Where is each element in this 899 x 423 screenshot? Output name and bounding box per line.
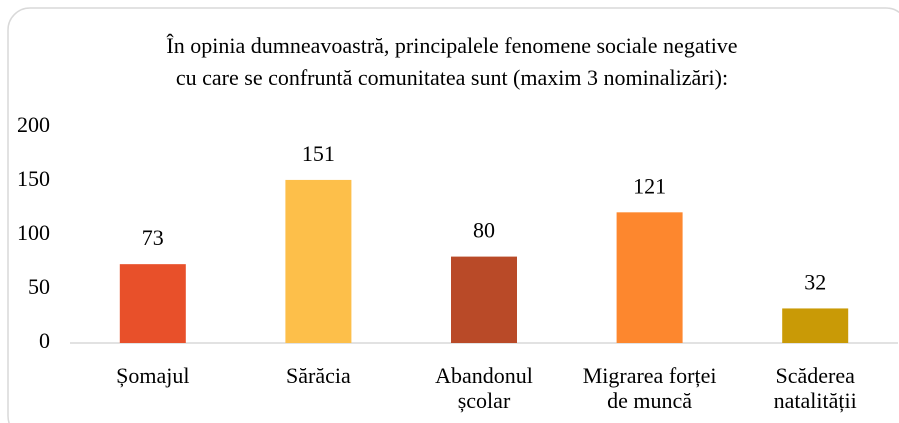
x-tick-label: Sărăcia — [286, 363, 351, 388]
x-tick-label: Abandonul școlar — [435, 363, 533, 413]
chart-title: cu care se confruntă comunitatea sunt (m… — [176, 65, 728, 90]
y-tick-label: 200 — [17, 112, 50, 137]
value-label: 121 — [633, 173, 666, 198]
bar — [616, 212, 683, 343]
bar — [119, 264, 186, 343]
x-tick-label: Migrarea forței de muncă — [582, 363, 717, 413]
x-tick-label: Scăderea natalității — [773, 363, 857, 413]
value-label: 73 — [142, 225, 164, 250]
bar — [451, 256, 517, 343]
y-tick-label: 150 — [17, 166, 50, 191]
value-label: 80 — [473, 218, 495, 243]
y-tick-label: 50 — [28, 274, 50, 299]
chart-title: În opinia dumneavoastră, principalele fe… — [166, 33, 737, 58]
value-label: 151 — [302, 141, 335, 166]
y-tick-label: 0 — [39, 328, 50, 353]
x-tick-label: Șomajul — [116, 363, 190, 388]
value-label: 32 — [804, 269, 826, 294]
y-tick-label: 100 — [17, 220, 50, 245]
bar — [782, 308, 849, 343]
bar — [285, 179, 352, 343]
